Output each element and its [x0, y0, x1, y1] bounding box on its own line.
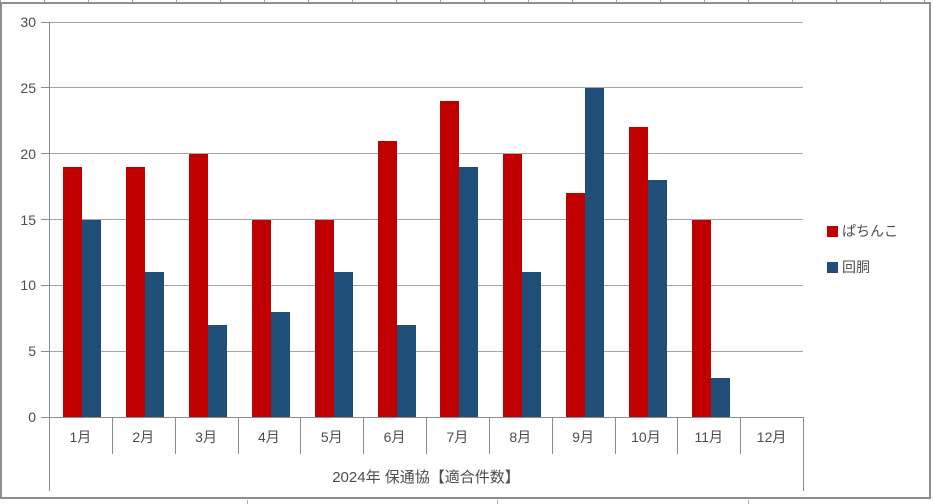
bar-回胴-5月[interactable] — [333, 272, 353, 417]
x-axis-label: 7月 — [446, 429, 469, 445]
bar-ぱちんこ-7月[interactable] — [440, 101, 460, 417]
x-axis-label: 8月 — [509, 429, 532, 445]
bar-回胴-3月[interactable] — [208, 324, 228, 417]
y-axis-label: 15 — [20, 211, 36, 228]
x-axis-label: 5月 — [320, 429, 343, 445]
x-axis-label: 10月 — [631, 429, 661, 445]
y-axis-line — [49, 22, 50, 491]
x-axis-category-divider — [488, 417, 490, 454]
x-axis-line — [41, 416, 803, 418]
legend-label: ぱちんこ — [842, 223, 898, 239]
x-axis-label: 6月 — [383, 429, 406, 445]
gridline — [49, 284, 803, 286]
gridline — [49, 219, 803, 220]
y-axis-tick — [41, 87, 49, 89]
y-axis-label: 20 — [20, 145, 36, 162]
x-axis-category-divider — [237, 417, 239, 454]
y-axis-tick — [41, 153, 49, 155]
x-axis-label: 2月 — [132, 429, 155, 445]
y-axis-label: 25 — [20, 79, 36, 96]
bar-ぱちんこ-9月[interactable] — [566, 193, 586, 417]
x-axis-category-divider — [426, 417, 427, 454]
x-axis-category-divider — [363, 417, 365, 454]
bar-回胴-7月[interactable] — [459, 166, 479, 417]
bar-回胴-10月[interactable] — [647, 180, 667, 417]
y-axis-tick — [41, 284, 49, 286]
y-axis-label: 10 — [20, 277, 36, 294]
x-axis-label: 12月 — [756, 429, 787, 445]
bar-回胴-4月[interactable] — [270, 311, 290, 417]
legend-swatch-icon — [827, 225, 838, 237]
bar-回胴-8月[interactable] — [522, 272, 542, 417]
x-axis-category-divider — [551, 417, 553, 454]
bar-ぱちんこ-5月[interactable] — [314, 219, 334, 417]
y-axis-label: 5 — [28, 343, 36, 360]
x-axis-label: 9月 — [572, 429, 594, 445]
x-axis-label: 1月 — [69, 429, 92, 445]
x-axis-category-divider — [174, 417, 176, 454]
x-axis-category-divider — [111, 417, 113, 454]
x-axis-category-divider — [300, 417, 302, 454]
spreadsheet-column-border — [247, 500, 248, 504]
gridline — [49, 153, 803, 155]
bar-回胴-11月[interactable] — [710, 377, 730, 417]
bar-回胴-6月[interactable] — [396, 324, 416, 417]
spreadsheet-column-borders-top — [0, 0, 934, 2]
bar-ぱちんこ-6月[interactable] — [377, 140, 397, 417]
legend-swatch-icon — [827, 261, 838, 273]
bar-ぱちんこ-3月[interactable] — [189, 153, 209, 417]
gridline — [49, 87, 803, 89]
x-axis-category-divider — [740, 417, 742, 454]
bar-ぱちんこ-2月[interactable] — [126, 166, 146, 417]
legend-item-ぱちんこ[interactable]: ぱちんこ — [827, 220, 898, 242]
spreadsheet-column-border — [497, 500, 498, 504]
legend-label: 回胴 — [842, 259, 870, 275]
gridline — [49, 21, 803, 23]
gridline — [49, 350, 803, 352]
x-axis-title: 2024年 保通協【適合件数】 — [332, 469, 520, 486]
x-axis-label: 11月 — [694, 429, 724, 445]
bar-回胴-9月[interactable] — [585, 87, 605, 417]
x-axis-right-divider — [803, 417, 804, 491]
y-axis-label: 0 — [28, 409, 36, 425]
y-axis-tick — [41, 219, 49, 220]
bar-ぱちんこ-4月[interactable] — [251, 219, 271, 417]
bar-ぱちんこ-11月[interactable] — [691, 219, 711, 417]
spreadsheet-column-border — [748, 500, 749, 504]
bar-ぱちんこ-8月[interactable] — [503, 153, 523, 417]
y-axis-tick — [41, 350, 49, 352]
x-axis-label: 4月 — [258, 429, 280, 445]
y-axis-tick — [41, 21, 49, 23]
bar-ぱちんこ-1月[interactable] — [63, 166, 83, 417]
x-axis-category-divider — [677, 417, 679, 454]
x-axis-category-divider — [614, 417, 616, 454]
x-axis-label: 3月 — [195, 429, 217, 445]
bar-ぱちんこ-10月[interactable] — [628, 127, 648, 417]
bar-回胴-2月[interactable] — [145, 272, 165, 417]
legend-item-回胴[interactable]: 回胴 — [827, 256, 870, 278]
bar-回胴-1月[interactable] — [82, 219, 102, 417]
y-axis-label: 30 — [20, 14, 36, 30]
